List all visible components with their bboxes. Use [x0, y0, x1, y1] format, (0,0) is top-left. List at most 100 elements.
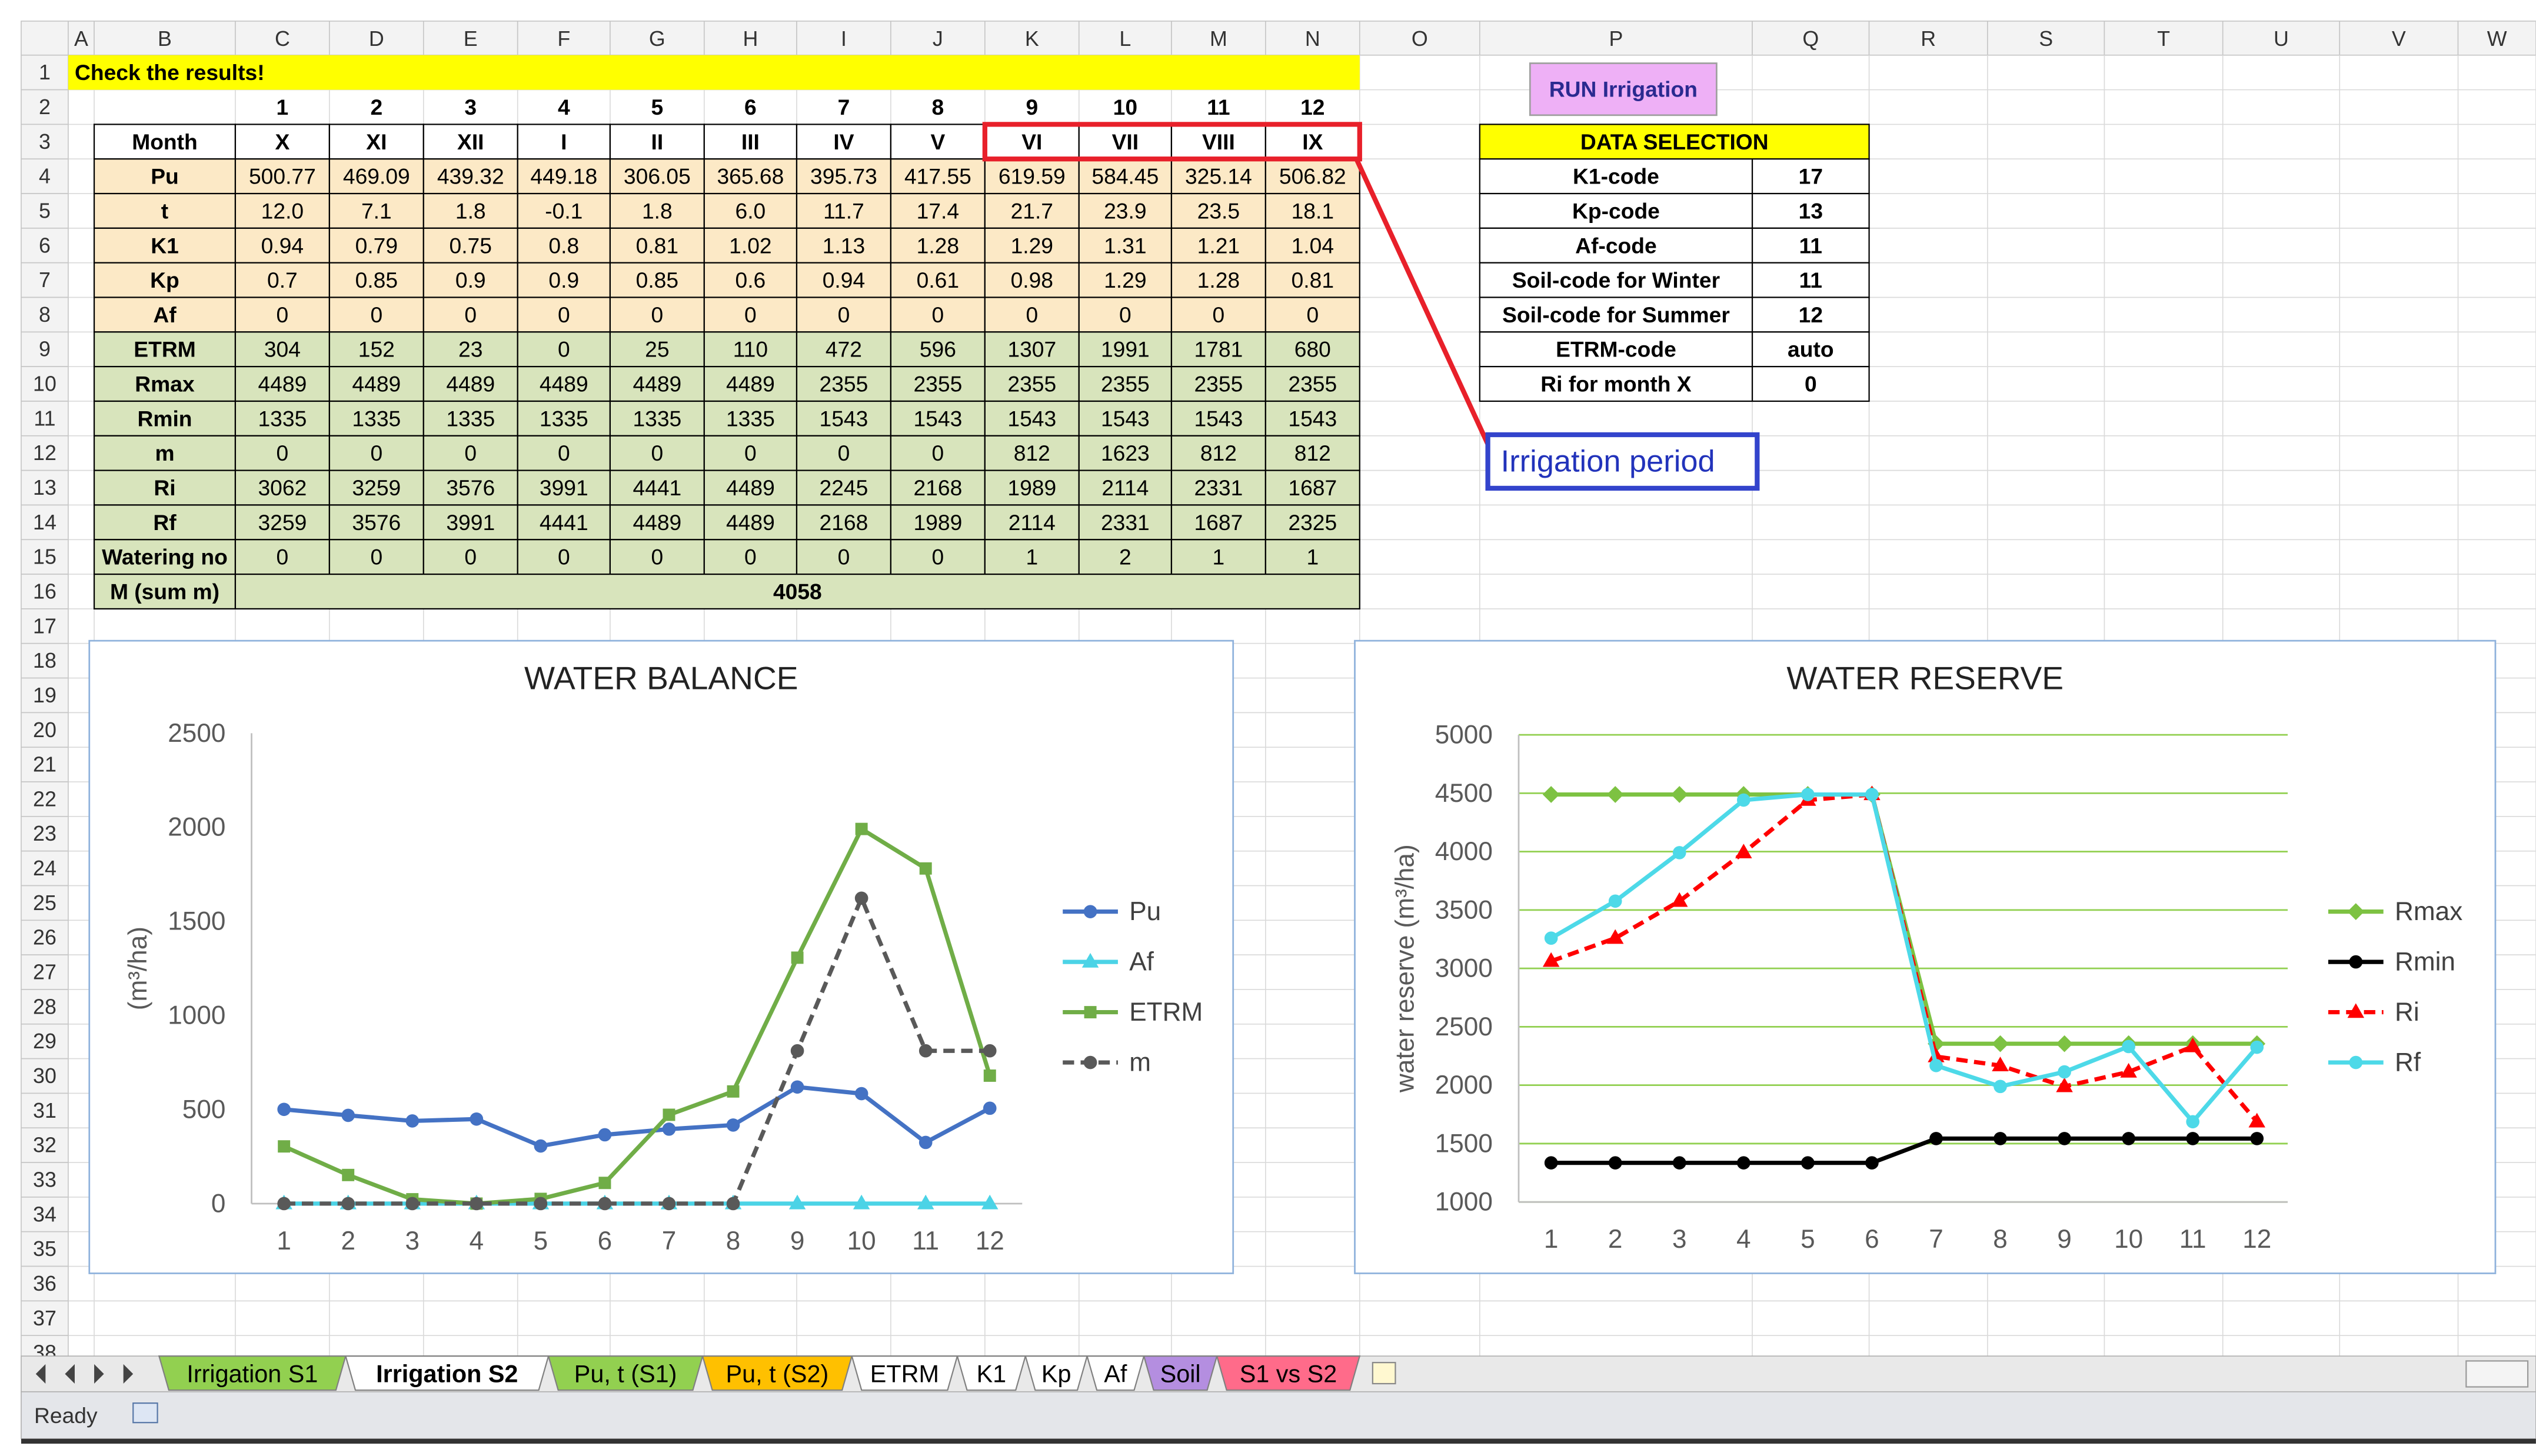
x-tick-label: 8	[726, 1227, 741, 1255]
row-label: Rmax	[135, 372, 195, 397]
cell	[93, 504, 237, 541]
month-number: 1	[277, 95, 289, 119]
x-tick-label: 2	[1608, 1225, 1623, 1254]
row-header-label: 26	[33, 926, 56, 949]
sheet-tab[interactable]: Pu, t (S2)	[701, 1355, 853, 1391]
sheet-tab[interactable]: Pu, t (S1)	[547, 1355, 704, 1391]
sheet-tab[interactable]: ETRM	[851, 1355, 959, 1391]
sheet-tab[interactable]: Kp	[1024, 1355, 1089, 1391]
marker	[2250, 1040, 2264, 1054]
tab-shape[interactable]	[851, 1355, 959, 1391]
tab-shape[interactable]	[956, 1355, 1027, 1391]
tab-shape[interactable]	[701, 1355, 853, 1391]
ds-value: 13	[1799, 198, 1823, 223]
macro-icon[interactable]	[132, 1402, 158, 1424]
tab-shape[interactable]	[344, 1355, 550, 1391]
column-header-label: T	[2157, 27, 2170, 51]
cell	[422, 331, 518, 368]
x-tick-label: 12	[2242, 1225, 2271, 1254]
marker	[1544, 1156, 1558, 1170]
sheet-tab[interactable]: K1	[956, 1355, 1027, 1391]
cell-value: IV	[833, 129, 854, 154]
row-header	[21, 435, 69, 471]
tab-shape[interactable]	[158, 1355, 347, 1391]
row-header	[21, 885, 69, 921]
row-header	[21, 158, 69, 194]
status-text: Ready	[34, 1403, 98, 1428]
tab-nav-last[interactable]	[123, 1364, 134, 1384]
cell-value: 0	[932, 441, 944, 465]
cell-value: 304	[264, 337, 301, 362]
marker	[981, 1194, 999, 1210]
row-header-label: 34	[33, 1202, 56, 1226]
marker	[2250, 1132, 2264, 1145]
tab-label[interactable]: Irrigation S1	[187, 1360, 318, 1387]
cell	[234, 400, 330, 437]
cell	[93, 435, 237, 471]
sheet-tab[interactable]: Irrigation S2	[344, 1355, 550, 1391]
sheet-tab[interactable]: Af	[1086, 1355, 1145, 1391]
row-header-label: 1	[39, 61, 51, 84]
marker	[662, 1122, 676, 1136]
tab-label[interactable]: S1 vs S2	[1240, 1360, 1337, 1387]
cell	[1264, 366, 1360, 402]
tab-label[interactable]: Af	[1104, 1360, 1127, 1387]
cell-value: 4441	[540, 510, 588, 535]
chart-area	[1354, 639, 2497, 1274]
tab-label[interactable]: ETRM	[870, 1360, 939, 1387]
cell	[1264, 331, 1360, 368]
cell	[1078, 331, 1173, 368]
column-header	[2222, 21, 2341, 56]
legend-label: ETRM	[1129, 998, 1203, 1027]
tab-shape[interactable]	[1024, 1355, 1089, 1391]
marker	[663, 1108, 675, 1121]
cell-value: 1543	[913, 406, 962, 431]
marker	[1544, 931, 1558, 945]
marker	[341, 1197, 355, 1211]
cell-value: 2355	[1288, 372, 1337, 397]
marker	[788, 1194, 806, 1210]
tab-nav-first[interactable]	[35, 1364, 46, 1384]
cell-value: 0	[464, 441, 477, 465]
tab-label[interactable]: Pu, t (S2)	[726, 1360, 829, 1387]
run-button[interactable]: RUN Irrigation	[1529, 62, 1718, 116]
cell-value: 4489	[446, 372, 495, 397]
tab-label[interactable]: Kp	[1041, 1360, 1071, 1387]
tab-label[interactable]: Pu, t (S1)	[574, 1360, 677, 1387]
tab-nav-prev[interactable]	[65, 1364, 75, 1384]
cell	[890, 192, 986, 229]
tab-shape[interactable]	[547, 1355, 704, 1391]
ds-label: Kp-code	[1572, 198, 1660, 223]
tab-shape[interactable]	[1216, 1355, 1361, 1391]
marker	[1608, 894, 1622, 908]
button-face[interactable]	[1529, 62, 1718, 116]
cell-value: 1.02	[729, 233, 771, 258]
cell-value: 0.98	[1011, 268, 1053, 292]
cell	[703, 227, 798, 264]
cell-value: 0	[370, 545, 382, 569]
tab-label[interactable]: Irrigation S2	[376, 1360, 518, 1387]
cell	[234, 469, 330, 506]
annotation: Irrigation period	[1501, 444, 1715, 478]
cell	[703, 124, 798, 160]
button-label[interactable]: RUN Irrigation	[1549, 77, 1698, 102]
cell-value: 1335	[352, 406, 401, 431]
cell	[1264, 227, 1360, 264]
row-header-label: 28	[33, 995, 56, 1018]
sheet-tab[interactable]: Soil	[1143, 1355, 1218, 1391]
y-tick-label: 1000	[168, 1001, 225, 1030]
tab-shape[interactable]	[1143, 1355, 1218, 1391]
ds-value: 17	[1799, 164, 1823, 189]
column-header-label: V	[2392, 27, 2406, 51]
sheet-tab[interactable]: Irrigation S1	[158, 1355, 347, 1391]
cell	[517, 504, 611, 541]
row-label: Af	[153, 302, 177, 327]
tab-label[interactable]: K1	[977, 1360, 1007, 1387]
scrollbar[interactable]	[2465, 1360, 2529, 1388]
insert-sheet[interactable]	[1372, 1362, 1396, 1385]
tab-label[interactable]: Soil	[1160, 1360, 1201, 1387]
tab-shape[interactable]	[1086, 1355, 1145, 1391]
tab-nav-next[interactable]	[94, 1364, 104, 1384]
series-line	[284, 1085, 991, 1148]
sheet-tab[interactable]: S1 vs S2	[1216, 1355, 1361, 1391]
